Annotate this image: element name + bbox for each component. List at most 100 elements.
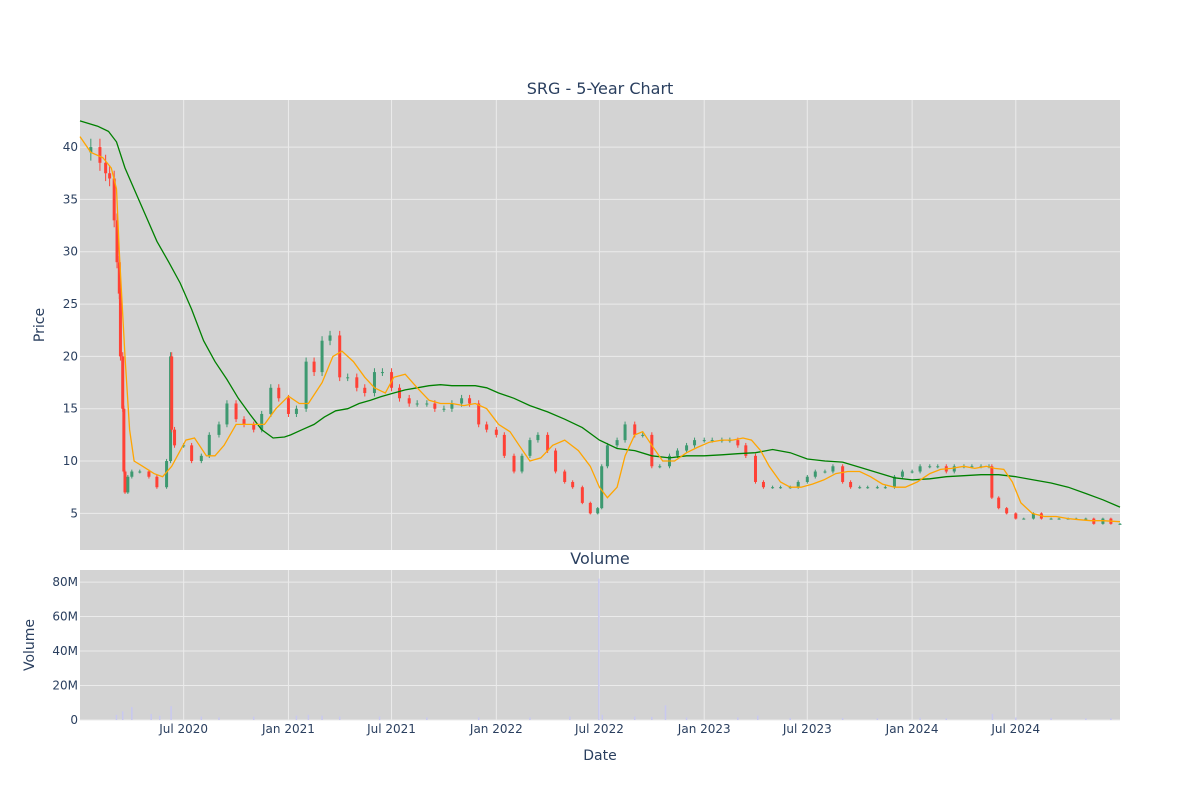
candle-body [346, 377, 350, 379]
volume-bar [321, 715, 323, 720]
candle-body [866, 487, 870, 489]
candlestick-series [89, 138, 1122, 525]
date-x-tick-label: Jan 2021 [261, 722, 315, 736]
candle-body [1057, 518, 1061, 520]
volume-bar [1110, 718, 1112, 720]
candle-body [286, 398, 290, 414]
candle-body [173, 429, 177, 446]
candle-body [355, 377, 359, 388]
candle-body [304, 361, 308, 409]
candle-body [450, 403, 454, 409]
candle-body [407, 398, 411, 404]
candle-body [494, 429, 498, 435]
candle-body [123, 471, 127, 493]
candle-body [121, 356, 125, 409]
date-x-tick-label: Jul 2020 [158, 722, 208, 736]
candle-body [736, 440, 740, 446]
candle-body [468, 398, 472, 404]
candle-body [130, 471, 134, 477]
price-y-tick-labels: 5 10 15 20 25 30 35 40 [63, 140, 78, 520]
candle-body [823, 471, 827, 473]
volume-chart-title: Volume [570, 549, 630, 568]
candle-body [520, 455, 524, 472]
date-x-tick-label: Jul 2024 [990, 722, 1040, 736]
candle-body [217, 424, 221, 435]
volume-bar [633, 716, 636, 720]
volume-bar [919, 717, 921, 720]
volume-y-tick-label: 60M [52, 610, 78, 624]
candle-body [1022, 518, 1026, 520]
candle-body [442, 408, 446, 410]
candle-body [415, 403, 419, 405]
candle-body [675, 450, 679, 456]
candle-body [841, 466, 845, 482]
candle-body [952, 466, 956, 472]
candle-body [892, 476, 896, 488]
volume-bar [991, 713, 994, 720]
candle-body [182, 445, 186, 447]
candle-body [831, 466, 835, 472]
candle-body [338, 335, 342, 378]
volume-gridlines [80, 570, 1120, 721]
candle-body [693, 440, 697, 446]
candle-body [170, 356, 174, 430]
price-y-tick-label: 25 [63, 297, 78, 311]
candle-body [936, 466, 940, 468]
price-plot-area [80, 100, 1120, 550]
volume-axis-title: Volume [22, 619, 38, 671]
candle-body [234, 403, 238, 420]
candle-body [312, 361, 316, 373]
volume-bar [218, 717, 220, 720]
volume-bar [876, 718, 879, 720]
volume-bar [200, 716, 203, 720]
candle-body [633, 424, 637, 435]
price-gridlines [80, 100, 1120, 550]
candle-body [753, 455, 757, 482]
date-x-tick-label: Jan 2022 [469, 722, 523, 736]
candle-body [294, 408, 298, 414]
candle-body [910, 471, 914, 473]
candle-body [536, 434, 540, 441]
candle-body [1118, 523, 1122, 525]
candle-body [199, 455, 203, 462]
candle-body [588, 502, 592, 514]
candle-body [997, 497, 1001, 509]
candle-body [849, 481, 853, 488]
candle-body [190, 445, 194, 462]
candle-body [477, 403, 481, 425]
candle-body [623, 424, 627, 441]
candle-body [970, 466, 974, 468]
candle-body [1084, 518, 1088, 520]
volume-bar [945, 718, 948, 720]
candle-body [372, 372, 376, 394]
candle-body [771, 487, 775, 489]
candle-body [600, 466, 604, 509]
candle-body [433, 403, 437, 409]
candle-body [710, 440, 714, 442]
candle-body [502, 434, 506, 456]
volume-y-tick-labels: 0 20M 40M 60M 80M [52, 575, 78, 727]
candle-body [605, 445, 609, 467]
candle-body [122, 408, 126, 472]
candle-body [796, 481, 800, 488]
volume-bar [121, 711, 124, 720]
date-x-tick-label: Jul 2023 [782, 722, 832, 736]
candle-body [702, 440, 706, 442]
candle-body [990, 466, 994, 498]
volume-plot-area [80, 570, 1120, 720]
price-y-tick-label: 35 [63, 192, 78, 206]
candle-body [761, 481, 765, 488]
volume-bar [789, 717, 791, 720]
candle-body [512, 455, 516, 472]
volume-bar [170, 706, 172, 720]
candle-body [658, 466, 662, 468]
candle-body [390, 372, 394, 388]
candle-body [1005, 508, 1009, 514]
candle-body [138, 471, 142, 473]
candle-body [165, 461, 169, 488]
candle-body [485, 424, 489, 430]
candle-body [207, 434, 211, 456]
candle-body [805, 476, 809, 482]
volume-bar [651, 716, 653, 720]
